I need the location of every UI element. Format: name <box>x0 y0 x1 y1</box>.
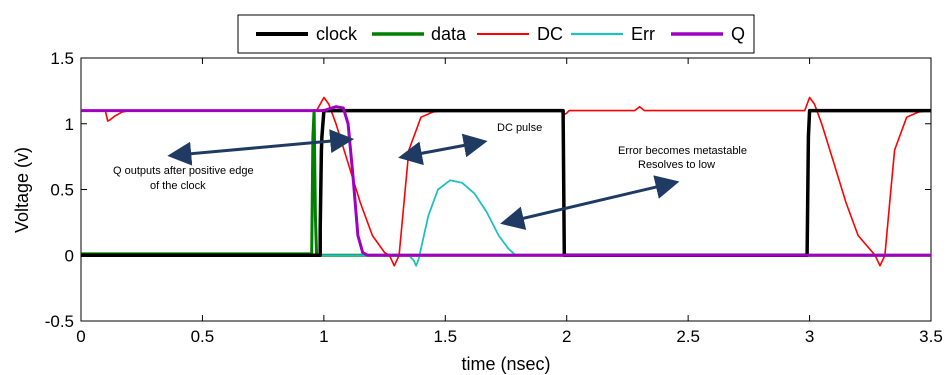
legend-label-q: Q <box>731 24 745 44</box>
x-tick-label: 3 <box>805 327 814 346</box>
series-line-clock <box>81 108 931 258</box>
series-line-q <box>81 105 931 257</box>
series-layer <box>81 96 932 267</box>
annotation-error-line1: Error becomes metastable <box>618 145 747 157</box>
legend-label-dc: DC <box>537 24 563 44</box>
arrow-dc-pulse <box>398 133 488 166</box>
annotation-texts: Q outputs after positive edge of the clo… <box>113 122 747 192</box>
y-tick-label: 0.5 <box>50 181 74 200</box>
y-tick-label: -0.5 <box>45 312 74 331</box>
annotation-error-line2: Resolves to low <box>638 159 715 171</box>
x-tick-label: 1 <box>319 327 328 346</box>
y-tick-label: 1.5 <box>50 49 74 68</box>
series-line-err <box>81 179 931 267</box>
annotation-arrows <box>167 129 680 230</box>
arrow-error <box>500 175 680 230</box>
x-tick-label: 2 <box>562 327 571 346</box>
y-tick-label: 0 <box>65 246 74 265</box>
legend-label-err: Err <box>631 24 655 44</box>
legend: clock data DC Err Q <box>237 14 755 54</box>
x-tick-label: 2.5 <box>676 327 700 346</box>
arrow-q-outputs <box>167 129 355 166</box>
x-axis-ticks: 0 0.5 1 1.5 2 2.5 3 3.5 <box>76 58 943 346</box>
y-axis-ticks: -0.5 0 0.5 1 1.5 <box>45 49 931 331</box>
y-axis-label: Voltage (v) <box>12 147 32 233</box>
x-tick-label: 0 <box>76 327 85 346</box>
plot-area <box>80 57 932 322</box>
x-tick-label: 3.5 <box>919 327 943 346</box>
x-tick-label: 1.5 <box>433 327 457 346</box>
legend-label-data: data <box>431 24 467 44</box>
annotation-q-outputs-line1: Q outputs after positive edge <box>113 165 254 177</box>
x-axis-label: time (nsec) <box>461 354 550 374</box>
annotation-q-outputs-line2: of the clock <box>150 180 206 192</box>
x-tick-label: 0.5 <box>191 327 215 346</box>
y-tick-label: 1 <box>65 115 74 134</box>
annotation-dc-pulse: DC pulse <box>497 122 542 134</box>
legend-label-clock: clock <box>316 24 358 44</box>
